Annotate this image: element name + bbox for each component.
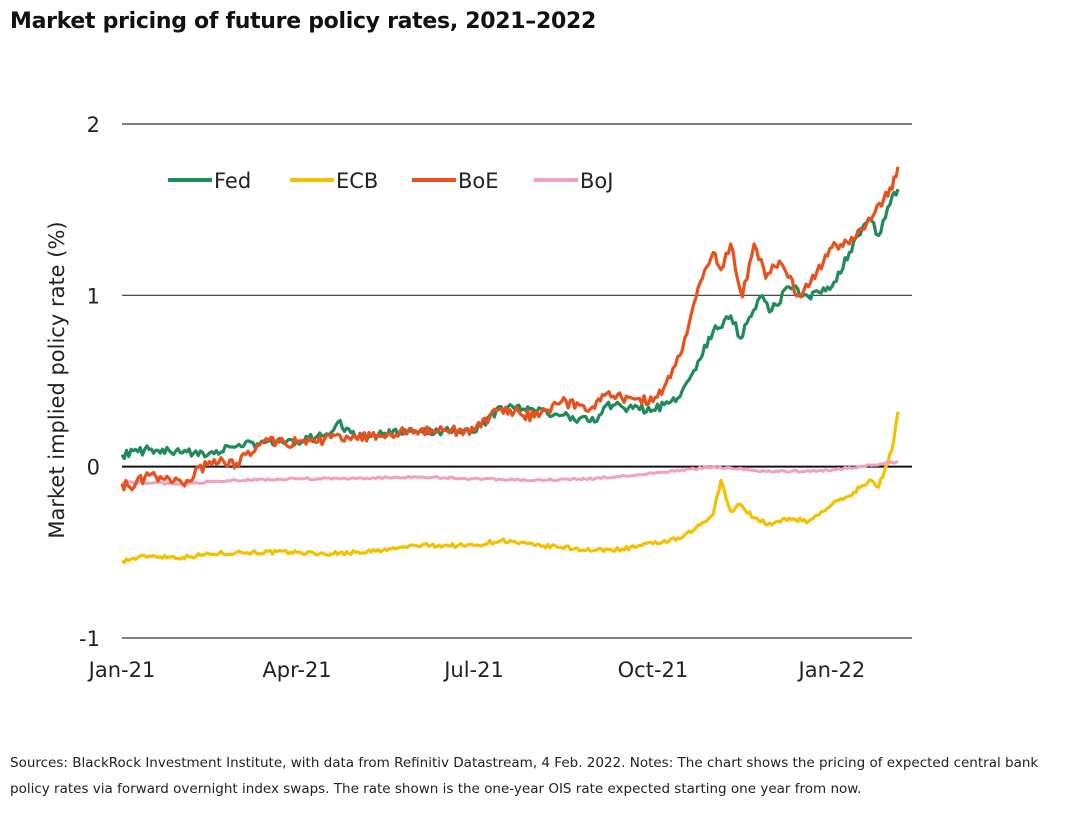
series-lines bbox=[120, 166, 900, 565]
y-axis-ticks: -1 0 1 2 bbox=[79, 113, 100, 651]
page-title: Market pricing of future policy rates, 2… bbox=[10, 9, 596, 34]
x-tick-label: Oct-21 bbox=[618, 658, 689, 682]
x-tick-label: Jan-21 bbox=[87, 658, 156, 682]
y-tick-label: 1 bbox=[87, 284, 100, 308]
y-tick-label: 0 bbox=[87, 456, 100, 480]
legend-label-boj: BoJ bbox=[580, 169, 613, 193]
legend-label-boe: BoE bbox=[458, 169, 499, 193]
x-tick-label: Jul-21 bbox=[442, 658, 504, 682]
series-line-boe bbox=[120, 166, 900, 492]
series-line-fed bbox=[120, 188, 900, 461]
x-tick-label: Jan-22 bbox=[797, 658, 866, 682]
source-note: Sources: BlackRock Investment Institute,… bbox=[10, 755, 1039, 797]
legend-label-fed: Fed bbox=[214, 169, 251, 193]
grid-lines bbox=[122, 123, 912, 639]
series-line-ecb bbox=[121, 411, 900, 565]
legend: Fed ECB BoE BoJ bbox=[168, 169, 613, 193]
y-tick-label: -1 bbox=[79, 627, 100, 651]
y-axis-title: Market implied policy rate (%) bbox=[45, 221, 69, 538]
legend-label-ecb: ECB bbox=[336, 169, 378, 193]
series-line-boj bbox=[121, 460, 899, 486]
x-tick-label: Apr-21 bbox=[262, 658, 331, 682]
y-tick-label: 2 bbox=[87, 113, 100, 137]
x-axis-ticks: Jan-21 Apr-21 Jul-21 Oct-21 Jan-22 bbox=[87, 658, 866, 682]
